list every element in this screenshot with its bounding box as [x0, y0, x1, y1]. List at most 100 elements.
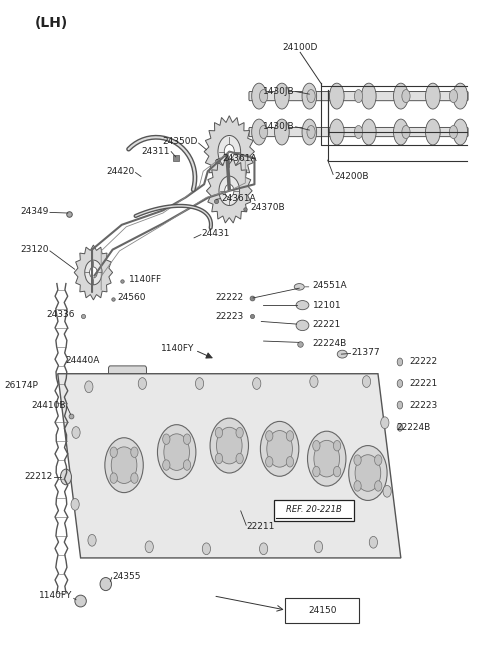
Circle shape	[397, 358, 403, 366]
Circle shape	[286, 431, 294, 441]
Text: 24361A: 24361A	[222, 154, 257, 163]
Circle shape	[145, 541, 153, 553]
Circle shape	[354, 481, 361, 491]
Text: 24370B: 24370B	[250, 203, 285, 212]
Circle shape	[85, 260, 102, 285]
Ellipse shape	[394, 119, 408, 145]
Text: 24349: 24349	[20, 207, 48, 216]
Circle shape	[312, 466, 320, 477]
Text: 1430JB: 1430JB	[263, 122, 294, 131]
Ellipse shape	[453, 83, 468, 109]
Circle shape	[157, 424, 196, 480]
Circle shape	[314, 541, 323, 553]
Text: 1140FY: 1140FY	[39, 591, 72, 600]
Circle shape	[286, 457, 294, 467]
Circle shape	[397, 423, 403, 431]
Text: 22223: 22223	[216, 312, 244, 321]
Circle shape	[265, 457, 273, 467]
Circle shape	[355, 455, 381, 491]
Circle shape	[354, 455, 361, 465]
Ellipse shape	[252, 83, 266, 109]
Circle shape	[236, 453, 243, 464]
Circle shape	[215, 453, 223, 464]
Circle shape	[397, 380, 403, 388]
Ellipse shape	[361, 83, 376, 109]
Circle shape	[383, 485, 391, 497]
FancyBboxPatch shape	[249, 127, 468, 136]
Ellipse shape	[260, 90, 268, 102]
Text: 24420: 24420	[107, 167, 134, 176]
Ellipse shape	[394, 83, 408, 109]
Text: 12101: 12101	[312, 300, 341, 310]
Ellipse shape	[294, 283, 304, 290]
Ellipse shape	[296, 320, 309, 331]
Text: 1140FY: 1140FY	[161, 344, 194, 354]
FancyBboxPatch shape	[108, 366, 146, 380]
Ellipse shape	[75, 595, 86, 607]
Circle shape	[110, 447, 118, 457]
Ellipse shape	[296, 300, 309, 310]
Circle shape	[381, 417, 389, 428]
Text: 24200B: 24200B	[335, 172, 369, 181]
FancyBboxPatch shape	[285, 598, 359, 623]
Ellipse shape	[354, 90, 362, 102]
Circle shape	[131, 473, 138, 483]
Text: 24410B: 24410B	[32, 401, 66, 409]
Text: 22222: 22222	[216, 293, 244, 302]
Ellipse shape	[275, 83, 289, 109]
Circle shape	[260, 421, 299, 476]
Ellipse shape	[402, 125, 410, 138]
Text: 24361A: 24361A	[221, 194, 256, 203]
Circle shape	[236, 428, 243, 438]
Circle shape	[218, 135, 240, 168]
Circle shape	[84, 381, 93, 393]
Circle shape	[219, 176, 240, 205]
Circle shape	[260, 543, 268, 555]
Ellipse shape	[361, 119, 376, 145]
Ellipse shape	[449, 90, 457, 102]
Circle shape	[334, 440, 341, 451]
Circle shape	[71, 499, 79, 510]
Ellipse shape	[329, 83, 344, 109]
Text: 24350D: 24350D	[162, 136, 197, 146]
Circle shape	[164, 434, 190, 470]
Circle shape	[60, 469, 72, 485]
Circle shape	[334, 466, 341, 477]
Circle shape	[105, 438, 143, 493]
Polygon shape	[206, 159, 252, 223]
Circle shape	[110, 473, 118, 483]
Circle shape	[138, 378, 146, 390]
Ellipse shape	[453, 119, 468, 145]
Circle shape	[225, 184, 234, 197]
Ellipse shape	[426, 119, 440, 145]
Polygon shape	[74, 245, 113, 300]
Text: 22224B: 22224B	[396, 422, 431, 432]
Circle shape	[397, 401, 403, 409]
Text: REF. 20-221B: REF. 20-221B	[286, 505, 342, 514]
Ellipse shape	[275, 119, 289, 145]
Text: 24355: 24355	[113, 572, 141, 581]
Text: 24551A: 24551A	[312, 281, 347, 290]
Text: 22211: 22211	[246, 522, 275, 531]
Text: 24150: 24150	[308, 605, 336, 615]
Circle shape	[163, 434, 170, 444]
Circle shape	[265, 431, 273, 441]
Text: 22221: 22221	[312, 320, 341, 329]
Circle shape	[310, 376, 318, 388]
Circle shape	[183, 460, 191, 470]
Circle shape	[72, 426, 80, 438]
Circle shape	[362, 376, 371, 388]
Text: 22221: 22221	[409, 379, 437, 388]
Circle shape	[210, 418, 249, 473]
Text: 26174P: 26174P	[5, 381, 38, 390]
Ellipse shape	[260, 125, 268, 138]
Text: (LH): (LH)	[35, 16, 68, 30]
Ellipse shape	[100, 577, 111, 590]
Circle shape	[195, 378, 204, 390]
Circle shape	[111, 447, 137, 483]
Polygon shape	[204, 115, 254, 188]
Circle shape	[202, 543, 211, 555]
Ellipse shape	[252, 119, 266, 145]
Circle shape	[348, 445, 387, 501]
Text: 1140FF: 1140FF	[129, 274, 162, 283]
